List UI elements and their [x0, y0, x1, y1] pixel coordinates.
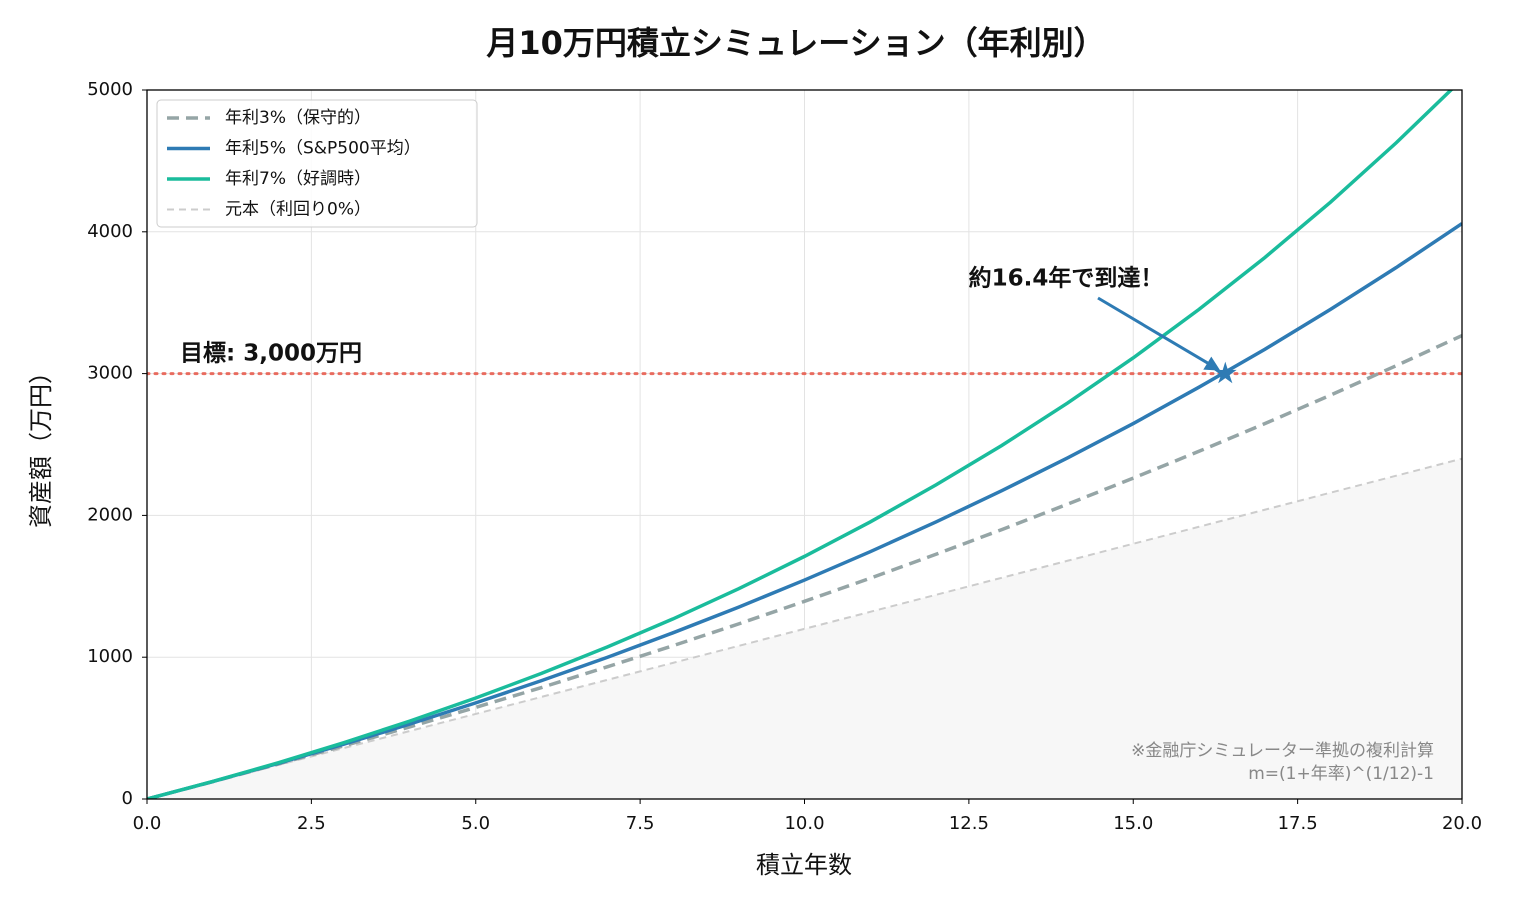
y-axis-label: 資産額（万円） [27, 360, 55, 528]
annotation-arrow [1097, 296, 1217, 369]
x-tick-label: 20.0 [1442, 813, 1482, 834]
line [147, 334, 1462, 799]
line [147, 90, 1454, 799]
legend-label: 元本（利回り0%） [225, 200, 371, 220]
plot-area [147, 90, 1462, 799]
arrow-head [1203, 356, 1221, 371]
legend-label: 年利3%（保守的） [225, 108, 371, 128]
x-tick-label: 10.0 [784, 813, 824, 834]
legend: 年利3%（保守的） 年利5%（S&P500平均） 年利7%（好調時） 元本（利回り0%… [156, 99, 478, 228]
y-tick-label: 5000 [87, 79, 133, 100]
annotation-label: 約16.4年で到達！ [969, 265, 1164, 292]
y-tick-label: 3000 [87, 363, 133, 384]
plot-frame [146, 89, 1463, 800]
x-tick-label: 0.0 [133, 813, 162, 834]
legend-box [156, 99, 478, 228]
x-tick-label: 15.0 [1113, 813, 1153, 834]
line [147, 457, 1462, 799]
target-label: 目標: 3,000万円 [180, 341, 362, 367]
x-tick-label: 5.0 [461, 813, 490, 834]
x-tick-label: 17.5 [1278, 813, 1318, 834]
y-tick-label: 4000 [87, 221, 133, 242]
y-tick-label: 2000 [87, 504, 133, 525]
y-tick-label: 1000 [87, 646, 133, 667]
x-axis-label: 積立年数 [756, 851, 852, 879]
chart-title: 月10万円積立シミュレーション（年利別） [486, 24, 1105, 62]
y-tick-label: 0 [122, 788, 133, 809]
x-tick-label: 2.5 [297, 813, 326, 834]
footnote: m=(1+年率)^(1/12)-1 [1248, 764, 1434, 784]
line [147, 222, 1462, 799]
footnote: ※金融庁シミュレーター準拠の複利計算 [1131, 741, 1434, 761]
x-tick-label: 7.5 [626, 813, 655, 834]
x-tick-label: 12.5 [949, 813, 989, 834]
milestone-marker [1213, 361, 1237, 384]
legend-label: 年利7%（好調時） [225, 169, 371, 189]
legend-label: 年利5%（S&P500平均） [225, 139, 421, 159]
